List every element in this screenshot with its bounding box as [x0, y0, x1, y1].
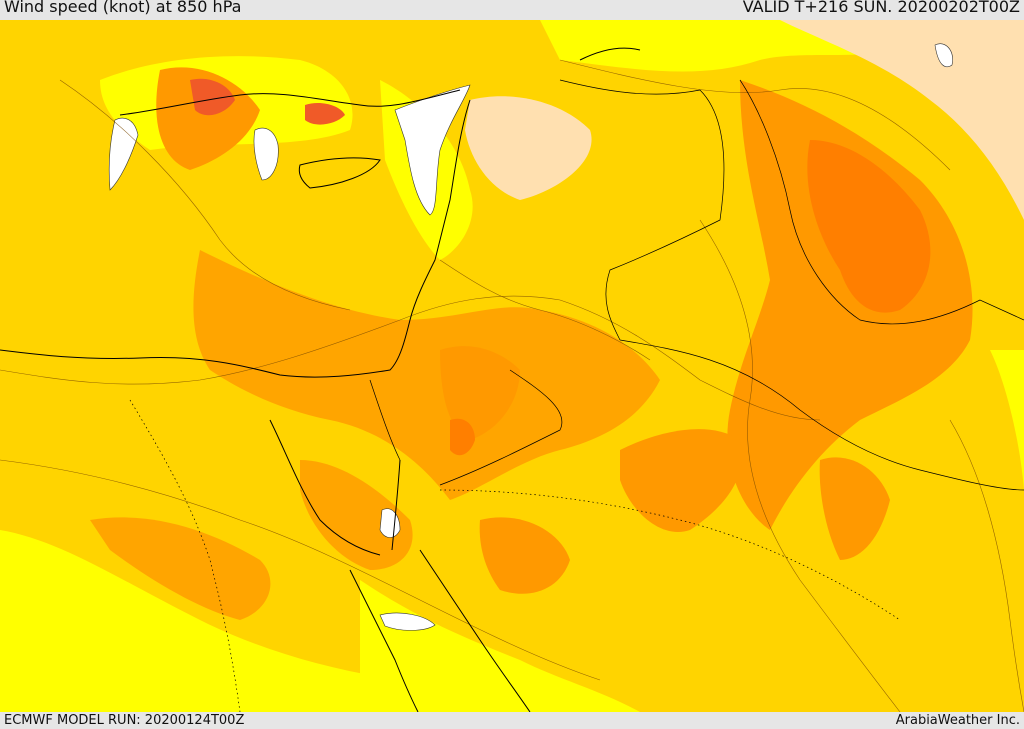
wind-speed-map	[0, 20, 1024, 712]
field-cream-northeast	[780, 20, 1024, 220]
field-orange-southeast	[620, 429, 742, 532]
coast-cyprus	[298, 157, 381, 189]
map-canvas	[0, 20, 1024, 712]
field-white-cyprus	[253, 127, 279, 181]
field-red-northwest	[190, 78, 235, 116]
field-red-turkey	[305, 103, 345, 125]
field-yellow-east	[990, 350, 1024, 490]
border-iraq-saudi	[619, 339, 1024, 491]
credit: ArabiaWeather Inc.	[895, 713, 1020, 728]
contour-7	[949, 419, 1024, 712]
contour-4	[699, 219, 901, 712]
field-white-iran	[934, 43, 953, 68]
border-iraq-iran	[739, 79, 1024, 325]
field-orange-east	[727, 80, 973, 530]
coast-sinai-west	[269, 419, 381, 556]
coast-redsea-west	[349, 569, 419, 712]
contour-lines	[0, 59, 1024, 712]
field-orange-central	[193, 250, 660, 500]
field-cream-syria	[465, 96, 592, 200]
border-jordan-saudi	[439, 369, 563, 486]
borders	[129, 79, 1024, 712]
field-orange-far-east	[819, 457, 890, 560]
contour-3	[59, 79, 351, 311]
contour-1	[0, 295, 821, 421]
field-darkorange-jordan	[450, 418, 475, 456]
model-run: ECMWF MODEL RUN: 20200124T00Z	[4, 713, 245, 728]
field-orange-sinai	[300, 460, 413, 570]
coast-north	[579, 47, 641, 61]
field-orange-jordan	[440, 346, 520, 440]
border-syria-iraq	[559, 79, 725, 341]
header-bar: Wind speed (knot) at 850 hPa VALID T+216…	[0, 0, 1024, 20]
border-egypt-sinai	[369, 379, 401, 461]
coast-redsea-east	[419, 549, 531, 712]
field-orange-saudi	[479, 517, 570, 594]
coast-mediterranean	[0, 99, 471, 378]
field-white-levant	[394, 84, 471, 216]
contour-2	[0, 459, 601, 681]
contour-6	[439, 259, 651, 361]
field-yellow-south	[360, 580, 640, 712]
field-yellow-southwest	[0, 530, 430, 712]
field-darkorange-iraq	[807, 140, 931, 313]
field-orange-northwest	[156, 67, 260, 170]
coast-gulf-aqaba	[391, 459, 401, 551]
footer-bar: ECMWF MODEL RUN: 20200124T00Z ArabiaWeat…	[0, 712, 1024, 729]
coastlines	[0, 47, 641, 712]
coast-turkey-south	[119, 89, 461, 116]
contour-5	[559, 59, 951, 171]
field-orange-egypt	[90, 517, 271, 620]
valid-time: VALID T+216 SUN. 20200202T00Z	[742, 0, 1020, 16]
field-white-redsea	[379, 612, 436, 631]
map-title: Wind speed (knot) at 850 hPa	[4, 0, 242, 16]
